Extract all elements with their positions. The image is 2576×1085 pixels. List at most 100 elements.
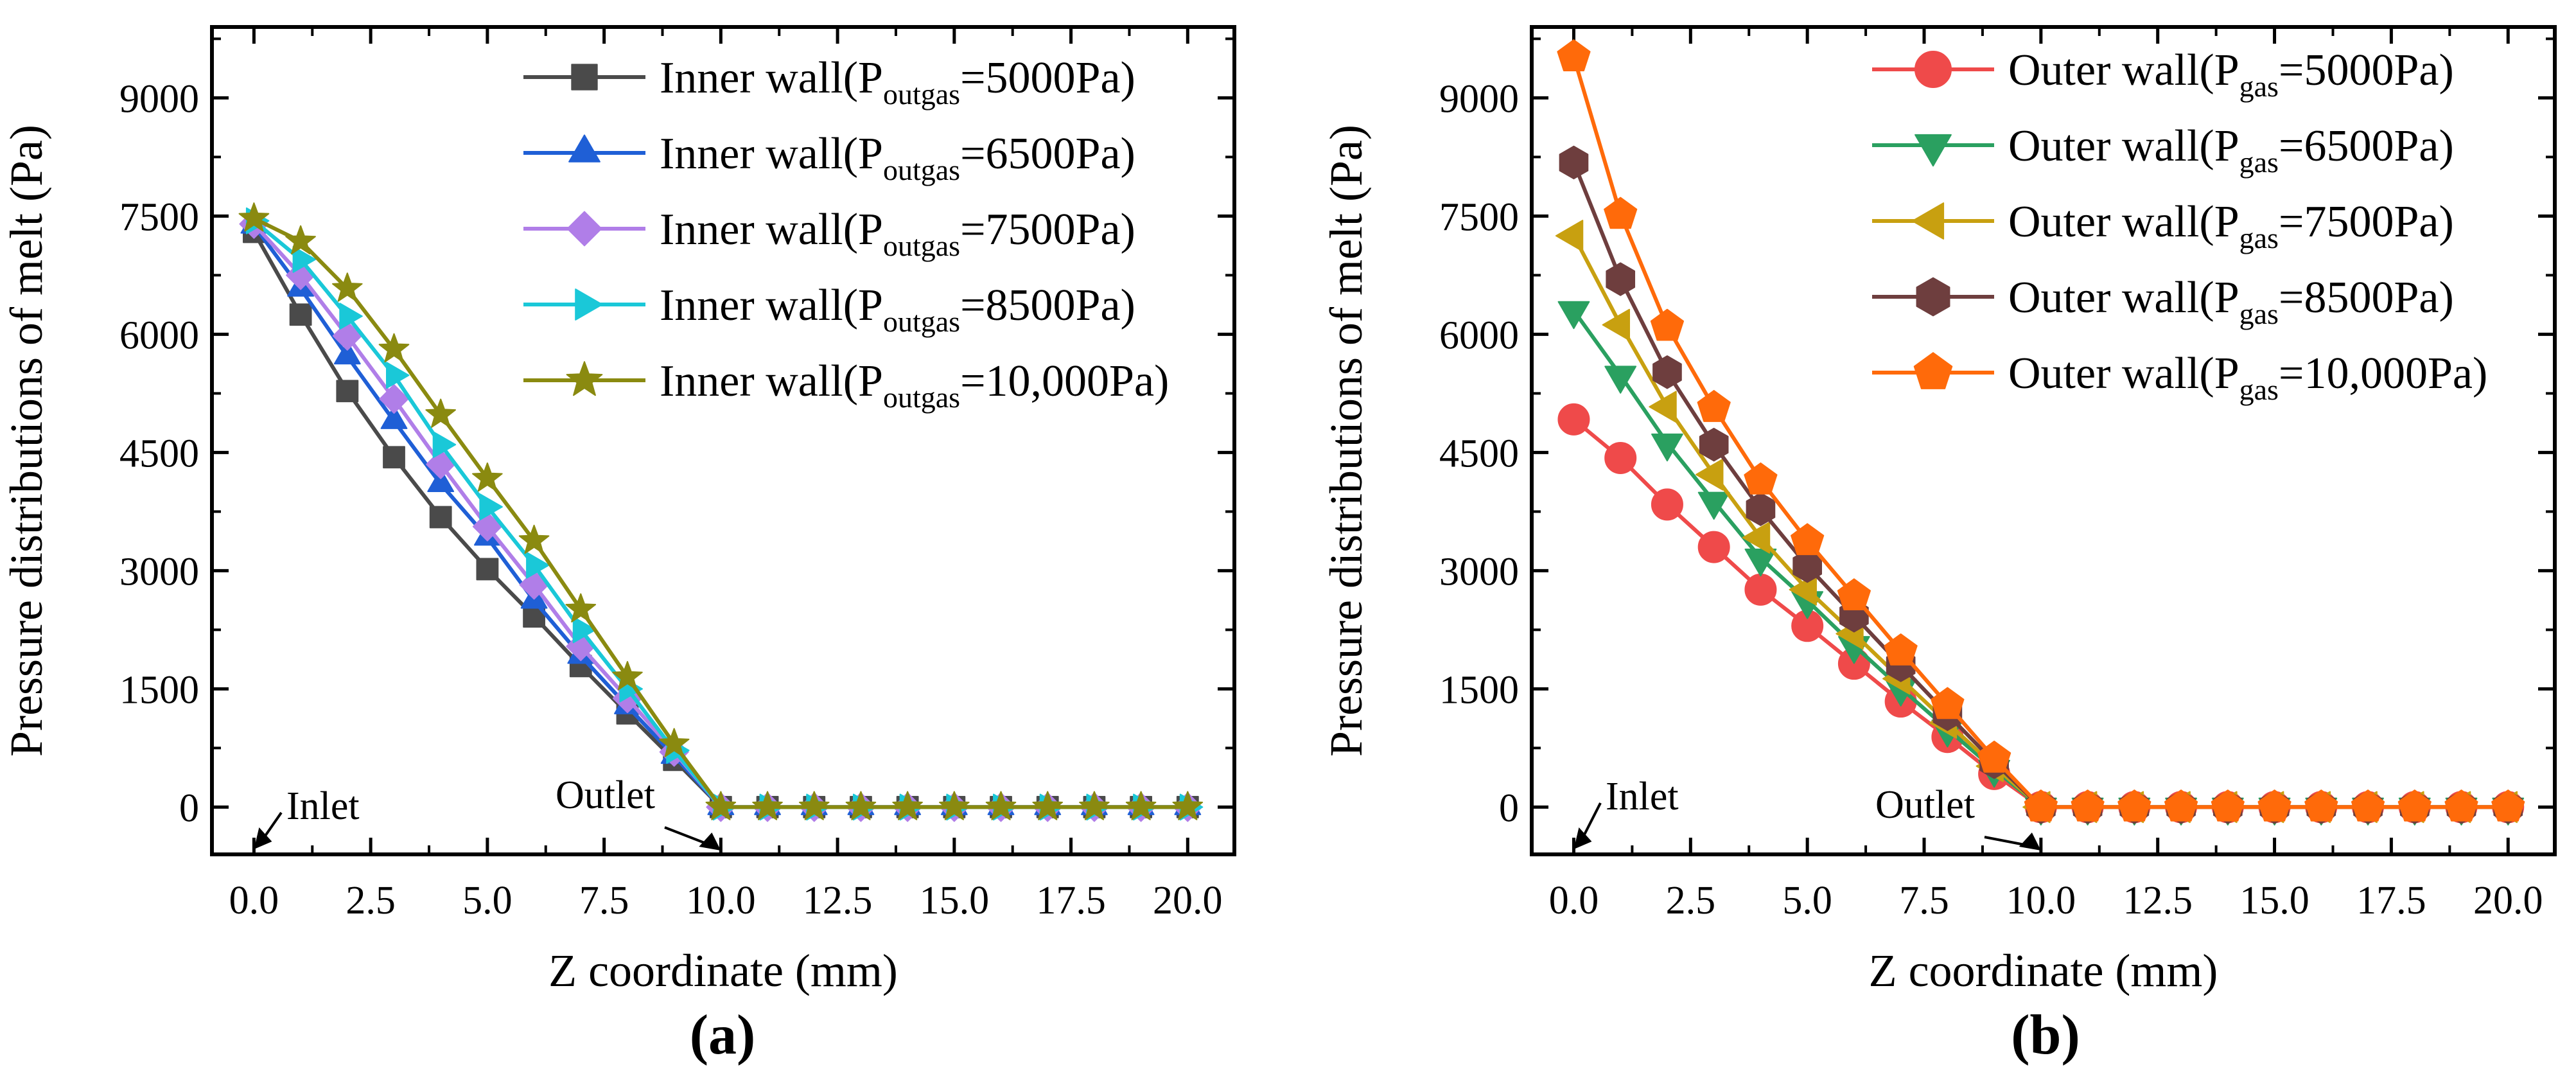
data-point	[1557, 301, 1590, 330]
data-point	[1697, 491, 1730, 520]
legend-marker	[568, 134, 600, 163]
data-point	[2304, 789, 2338, 822]
legend-suffix: =7500Pa)	[960, 205, 1135, 254]
inlet-label: Inlet	[286, 784, 360, 828]
x-tick-label: 12.5	[803, 879, 873, 922]
x-tick-label: 5.0	[1782, 879, 1832, 922]
x-tick-label: 17.5	[1036, 879, 1106, 922]
legend-marker	[1911, 202, 1945, 240]
data-point	[429, 506, 452, 529]
x-tick-label: 12.5	[2123, 879, 2193, 922]
data-point	[285, 225, 316, 255]
data-point	[1559, 145, 1589, 180]
outlet-label: Outlet	[556, 773, 655, 817]
legend-suffix: =6500Pa)	[960, 129, 1135, 179]
data-point	[339, 303, 363, 330]
data-point	[1651, 488, 1683, 521]
data-point	[1791, 523, 1825, 556]
data-point	[427, 468, 455, 492]
legend-entry-text: Outer wall(Pgas=7500Pa)	[2008, 197, 2454, 254]
data-point	[331, 272, 363, 302]
legend-name: Inner wall(P	[660, 357, 883, 406]
legend-name: Outer wall(P	[2008, 273, 2239, 322]
x-tick-label: 10.0	[2006, 879, 2076, 922]
data-point	[2397, 789, 2431, 822]
data-point	[472, 462, 503, 492]
outlet-arrow-head	[2019, 833, 2041, 851]
x-tick-label: 20.0	[1153, 879, 1223, 922]
panel-label: (a)	[690, 1004, 756, 1066]
legend-name: Outer wall(P	[2008, 121, 2239, 171]
legend-name: Inner wall(P	[660, 53, 883, 103]
y-tick-label: 1500	[1439, 668, 1519, 712]
legend-subscript: outgas	[883, 305, 960, 338]
data-point	[2351, 789, 2385, 822]
plot-frame	[210, 25, 1236, 856]
data-point	[1697, 390, 1731, 422]
chart-panel-b: 0.0 2.5 5.0 7.5 10.0 12.5 15.0 17.5 20.0 0 1500 300…	[1320, 25, 2557, 1066]
legend-marker	[571, 64, 598, 91]
x-tick-label: 7.5	[579, 879, 629, 922]
data-point	[705, 791, 737, 820]
y-tick-label: 6000	[119, 313, 199, 357]
legend-name: Inner wall(P	[660, 129, 883, 179]
legend-entry-text: Inner wall(Poutgas=5000Pa)	[660, 53, 1135, 110]
data-point	[1789, 573, 1817, 606]
data-point	[1884, 633, 1918, 666]
legend-marker	[566, 211, 602, 247]
inlet-label: Inlet	[1606, 775, 1679, 818]
data-point	[985, 791, 1017, 820]
x-tick-label: 0.0	[229, 879, 279, 922]
data-point	[426, 449, 456, 479]
data-point	[1604, 441, 1637, 474]
panel-label: (b)	[2011, 1004, 2080, 1066]
y-tick-label: 4500	[119, 432, 199, 475]
plot-frame	[1530, 25, 2557, 856]
data-point	[289, 303, 312, 326]
legend-entry-text: Outer wall(Pgas=6500Pa)	[2008, 121, 2454, 179]
legend-entry-text: Outer wall(Pgas=8500Pa)	[2008, 273, 2454, 330]
data-point	[2211, 789, 2245, 822]
x-tick-label: 0.0	[1549, 879, 1599, 922]
y-tick-label: 6000	[1439, 313, 1519, 357]
annotations: Inlet Outlet	[1573, 775, 2041, 851]
data-point	[2024, 789, 2058, 822]
data-point	[1604, 366, 1637, 394]
legend-subscript: outgas	[883, 229, 960, 262]
series-5	[238, 202, 1204, 820]
data-point	[2117, 789, 2151, 822]
data-point	[292, 245, 317, 273]
y-tick-label: 9000	[119, 77, 199, 121]
legend-marker	[1916, 277, 1950, 317]
data-point	[425, 398, 457, 428]
legend-name: Outer wall(P	[2008, 46, 2239, 95]
data-point	[1604, 197, 1638, 229]
legend-name: Inner wall(P	[660, 205, 883, 254]
data-point	[2444, 789, 2478, 822]
legend-name: Outer wall(P	[2008, 197, 2239, 247]
legend-suffix: =5000Pa)	[2279, 46, 2454, 95]
data-point	[1172, 791, 1204, 820]
y-tick-label: 4500	[1439, 432, 1519, 475]
legend-marker	[1914, 51, 1952, 88]
legend-subscript: gas	[2239, 146, 2279, 179]
y-tick-label: 0	[1499, 786, 1519, 830]
data-point	[380, 405, 408, 429]
data-point	[1602, 308, 1631, 341]
data-point	[1555, 220, 1584, 252]
legend-entry-text: Inner wall(Poutgas=8500Pa)	[660, 281, 1135, 338]
legend-suffix: =10,000Pa)	[960, 357, 1169, 406]
data-point	[1652, 355, 1682, 389]
data-point	[432, 431, 457, 459]
legend-subscript: gas	[2239, 297, 2279, 330]
x-tick-label: 7.5	[1899, 879, 1949, 922]
data-point	[1651, 433, 1683, 462]
chart-panel-a: 0.0 2.5 5.0 7.5 10.0 12.5 15.0 17.5 20.0 0 1500 300…	[1, 25, 1236, 1066]
data-point	[1699, 427, 1729, 462]
y-tick-label: 9000	[1439, 77, 1519, 121]
legend-subscript: outgas	[883, 154, 960, 186]
data-point	[238, 202, 270, 232]
series-4	[1559, 145, 2523, 824]
inlet-arrow-head	[1573, 827, 1592, 849]
